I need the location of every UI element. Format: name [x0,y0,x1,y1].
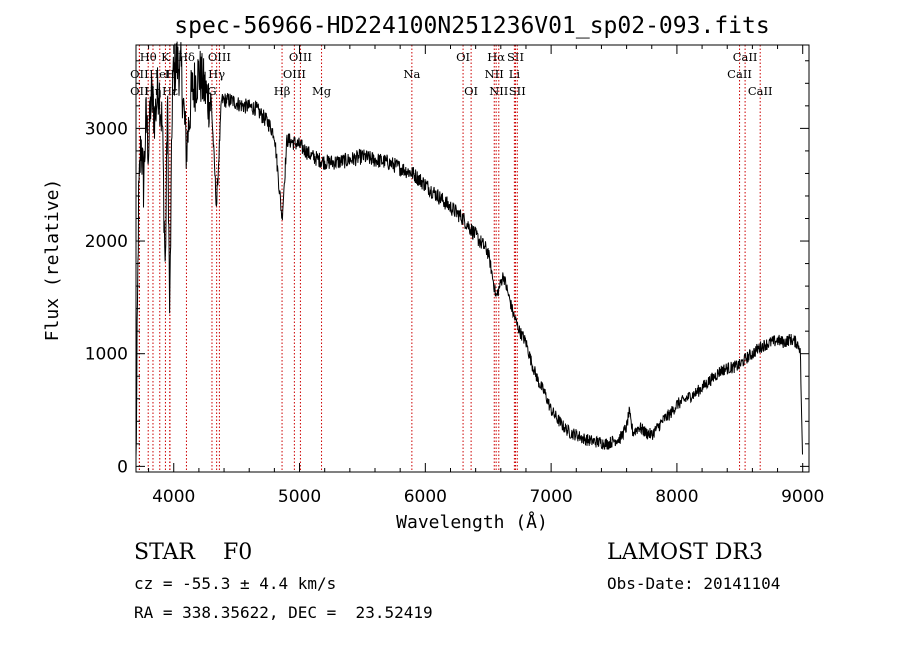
y-tick-label: 3000 [85,119,128,139]
plot-frame [135,44,810,473]
line-label: OIII [283,67,306,81]
line-label: CaII [733,50,758,64]
x-axis-label: Wavelength (Å) [396,511,548,533]
x-tick-label: 4000 [152,487,195,507]
x-tick-label: 7000 [529,487,572,507]
line-label: OI [456,50,470,64]
survey-name: LAMOST DR3 [607,540,763,565]
line-label: OII [130,84,149,98]
y-tick-label: 0 [117,457,128,477]
y-axis-label: Flux (relative) [42,179,63,342]
line-label: SII [507,50,524,64]
y-tick-label: 2000 [85,232,128,252]
line-label: Li [509,67,521,81]
line-label: OI [464,84,478,98]
y-tick-label: 1000 [85,345,128,365]
line-label: K [161,50,170,64]
line-label: OIII [208,50,231,64]
line-label: Mg [312,84,332,98]
ra-dec: RA = 338.35622, DEC = 23.52419 [134,603,433,622]
redshift-cz: cz = -55.3 ± 4.4 km/s [134,574,337,593]
line-label: Hβ [274,84,291,98]
line-label: CaII [748,84,773,98]
x-tick-label: 9000 [781,487,824,507]
line-label: CaII [727,67,752,81]
line-label: G [207,84,216,98]
line-label: Hθ [140,50,157,64]
line-label: Hα [487,50,505,64]
line-label: HeI [149,67,170,81]
line-label: SII [509,84,526,98]
line-label: Hγ [208,67,225,81]
line-label: H [165,67,175,81]
observation-date: Obs-Date: 20141104 [607,574,781,593]
x-tick-label: 8000 [655,487,698,507]
object-class: STAR F0 [134,540,253,565]
chart-title: spec-56966-HD224100N251236V01_sp02-093.f… [174,13,769,39]
y-ticks-group: 0 1000 2000 3000 [85,60,809,477]
x-ticks-group: 4000 5000 6000 7000 8000 9000 [148,45,824,507]
line-label: NII [485,67,504,81]
spectrum-line [135,41,803,458]
line-label: OIII [289,50,312,64]
x-tick-label: 6000 [404,487,447,507]
line-label: NII [489,84,508,98]
x-tick-label: 5000 [278,487,321,507]
line-label: Na [403,67,420,81]
